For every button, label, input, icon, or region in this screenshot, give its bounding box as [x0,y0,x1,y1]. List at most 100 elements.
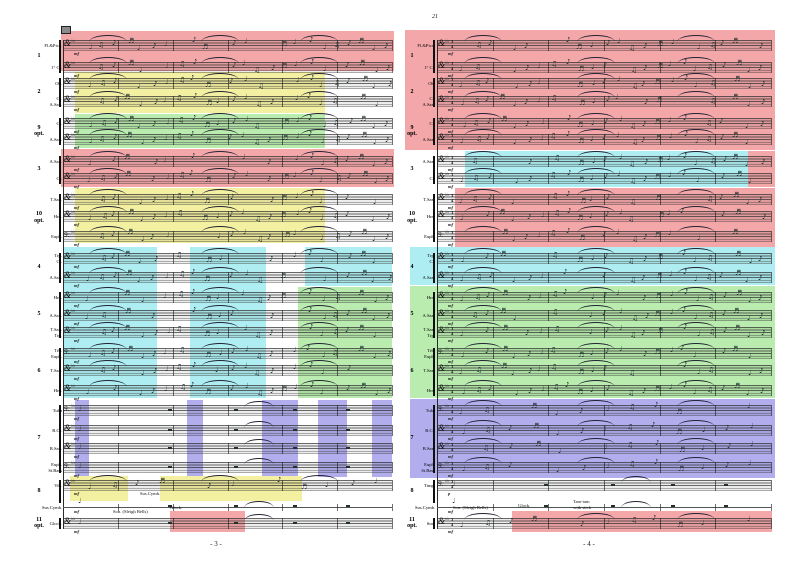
note-glyph: ♪ [230,384,235,392]
note-glyph: ♩ [617,75,621,83]
slur-arc [677,360,715,367]
note-glyph: ♪ [152,136,157,144]
slur-arc [577,248,615,255]
note-glyph: ♫ [257,235,264,243]
note-glyph: ♩ [319,81,323,89]
note-glyph: ♪ [345,193,350,201]
note-glyph: ♫ [629,460,636,468]
dynamic-mark: mf [74,89,79,94]
barline [228,327,229,338]
note-glyph: ♪ [566,130,571,138]
barline [604,40,605,51]
barline [337,156,338,167]
staff [63,443,392,454]
note-glyph: ♫ [485,519,492,527]
note-glyph: ♫ [101,311,108,319]
barline [604,156,605,167]
note-glyph: ♪ [346,77,351,85]
group-bracket [59,253,61,283]
barline [392,462,393,473]
note-glyph: ♩ [372,235,376,243]
treble-clef-icon: & [438,441,446,451]
note-glyph: ♬ [125,170,132,178]
barline [493,272,494,283]
slur-arc [300,380,338,387]
slur-arc [89,73,127,80]
key-signature: ♭♭ [71,210,76,215]
note-glyph: ♩ [694,313,698,321]
note-glyph: ♪ [228,133,233,141]
slur-arc [244,501,274,508]
barline [604,272,605,283]
note-glyph: ♩ [323,313,327,321]
barline [228,96,229,107]
slur-arc [201,267,239,274]
slur-arc [677,305,715,312]
barline [771,211,772,222]
time-signature: 4 [451,122,454,127]
barline [392,194,393,205]
note-glyph: ♫ [709,328,716,336]
slur-arc [577,35,615,42]
group-number: 11 opt. [34,516,44,530]
barline [715,385,716,396]
note-glyph: ♪ [485,95,490,103]
note-glyph: ♫ [550,132,557,140]
note-glyph: ♩ [296,76,300,84]
note-glyph: ♪ [386,64,391,72]
group-number: 5 [410,311,414,317]
instrument-label: 1° Cl. [424,65,435,70]
note-glyph: ♩ [293,171,297,179]
barline [548,231,549,242]
note-glyph: ♪ [114,95,119,103]
group-number: 8 [37,487,41,494]
barline [337,96,338,107]
note-glyph: ♫ [631,516,638,524]
dynamic-mark: mf [74,145,79,150]
group-bracket [59,194,61,242]
note-glyph: ♩ [459,408,463,416]
treble-clef-icon: & [64,290,72,300]
time-signature: 4 [451,257,454,262]
slur-arc [300,287,338,294]
time-signature: 3 [451,230,454,235]
note-glyph: ♫ [551,363,558,371]
barline [660,518,661,529]
note-glyph: ♩ [165,272,169,280]
dynamic-mark: p [448,491,451,496]
barline [771,194,772,205]
barline [548,211,549,222]
dynamic-mark: mf [74,473,79,478]
treble-clef-icon: & [438,423,446,433]
time-signature: 4 [451,198,454,203]
time-signature: 3 [451,309,454,314]
slur-arc [464,322,502,329]
barline [118,365,119,376]
barline [660,292,661,303]
note-glyph: ♪ [111,210,116,218]
note-glyph: ♫ [112,481,119,489]
note-glyph: ♪ [719,271,724,279]
barline [337,310,338,321]
note-glyph: ♪ [229,77,234,85]
instrument-label: B.Cl. [52,428,62,433]
barline [392,78,393,89]
barline [173,231,174,242]
time-signature: 4 [451,296,454,301]
staff [63,327,392,338]
note-glyph: ♩ [747,402,751,410]
note-glyph: ♩ [461,256,465,264]
slur-arc [201,322,239,329]
note-glyph: ♩ [296,116,300,124]
note-glyph: ♩ [320,388,324,396]
note-glyph: ♩ [590,135,594,143]
note-glyph: ♬ [736,289,743,297]
staff-line [63,507,392,508]
barline [715,40,716,51]
barline [282,231,283,242]
barline [548,62,549,73]
slur-arc [677,400,715,407]
note-glyph: ♬ [502,345,509,353]
barline [493,480,494,491]
note-glyph: ♩ [245,115,249,123]
